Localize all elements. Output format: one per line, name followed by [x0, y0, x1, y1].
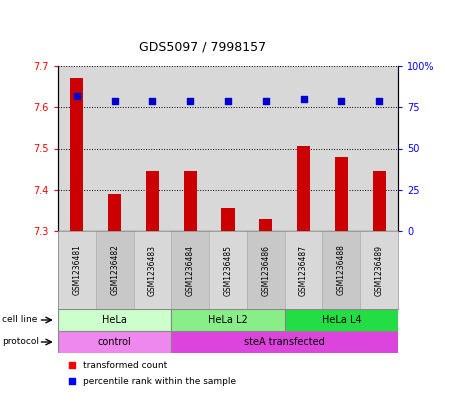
Bar — [58, 309, 171, 331]
Point — [68, 378, 75, 384]
Text: GSM1236481: GSM1236481 — [72, 244, 81, 296]
Bar — [360, 231, 398, 309]
Bar — [373, 171, 386, 231]
Bar — [134, 231, 171, 309]
Point — [149, 97, 156, 104]
Bar — [335, 157, 348, 231]
Point — [375, 97, 382, 104]
Bar — [96, 231, 134, 309]
Text: cell line: cell line — [2, 316, 38, 325]
Text: GSM1236487: GSM1236487 — [299, 244, 308, 296]
Text: GDS5097 / 7998157: GDS5097 / 7998157 — [139, 41, 266, 54]
Bar — [285, 309, 398, 331]
Bar — [323, 231, 360, 309]
Bar — [285, 231, 323, 309]
Bar — [184, 171, 197, 231]
Text: HeLa L2: HeLa L2 — [208, 315, 248, 325]
Text: transformed count: transformed count — [83, 361, 167, 370]
Text: GSM1236488: GSM1236488 — [337, 244, 346, 296]
Bar — [247, 231, 285, 309]
Bar — [209, 231, 247, 309]
Bar — [171, 309, 285, 331]
Text: HeLa: HeLa — [102, 315, 127, 325]
Bar — [297, 147, 310, 231]
Text: protocol: protocol — [2, 338, 39, 347]
Point — [338, 97, 345, 104]
Text: GSM1236482: GSM1236482 — [110, 244, 119, 296]
Bar — [146, 171, 159, 231]
Text: GSM1236489: GSM1236489 — [374, 244, 383, 296]
Bar — [58, 331, 171, 353]
Text: GSM1236485: GSM1236485 — [224, 244, 233, 296]
Bar — [171, 231, 209, 309]
Bar — [108, 194, 122, 231]
Text: GSM1236483: GSM1236483 — [148, 244, 157, 296]
Bar — [259, 219, 272, 231]
Bar — [70, 78, 84, 231]
Point — [73, 93, 81, 99]
Point — [300, 96, 307, 102]
Point — [68, 362, 75, 368]
Text: percentile rank within the sample: percentile rank within the sample — [83, 376, 236, 386]
Bar — [221, 208, 234, 231]
Bar — [171, 331, 398, 353]
Point — [262, 97, 270, 104]
Point — [111, 97, 118, 104]
Text: HeLa L4: HeLa L4 — [321, 315, 361, 325]
Bar — [58, 231, 96, 309]
Text: GSM1236486: GSM1236486 — [261, 244, 270, 296]
Text: steA transfected: steA transfected — [244, 337, 325, 347]
Point — [187, 97, 194, 104]
Text: control: control — [98, 337, 131, 347]
Text: GSM1236484: GSM1236484 — [186, 244, 195, 296]
Point — [225, 97, 232, 104]
